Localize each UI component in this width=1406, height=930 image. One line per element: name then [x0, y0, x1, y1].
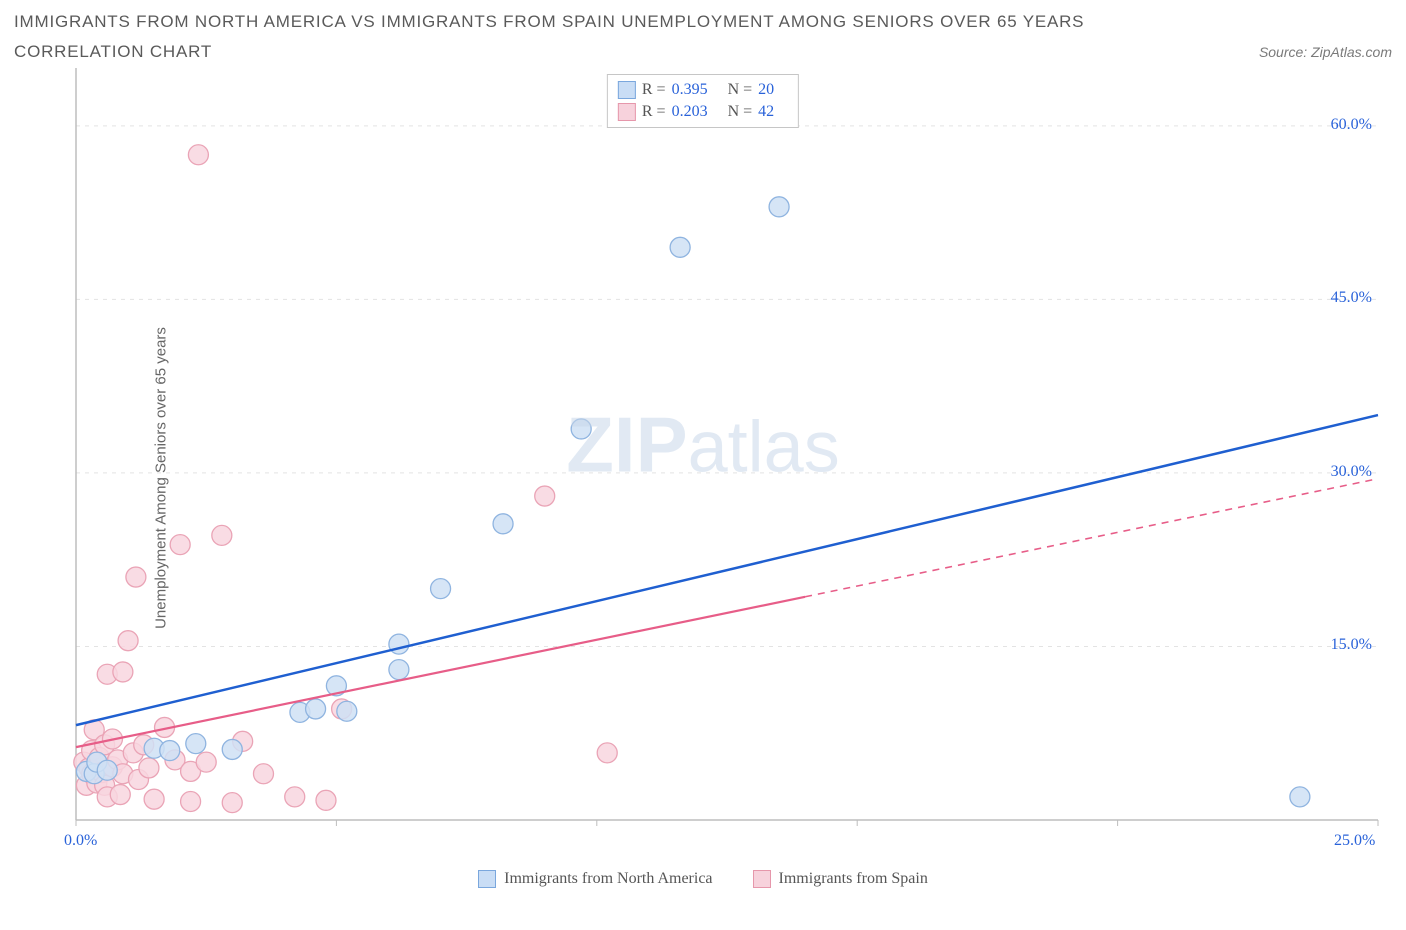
legend-swatch-spain: [753, 870, 771, 888]
chart-subtitle: CORRELATION CHART: [14, 42, 212, 62]
y-tick-label: 45.0%: [1318, 289, 1372, 307]
stat-r-label: R =: [642, 101, 666, 123]
y-tick-label: 15.0%: [1318, 636, 1372, 654]
y-axis-title: Unemployment Among Seniors over 65 years: [152, 327, 169, 629]
x-tick-label: 25.0%: [1334, 832, 1375, 850]
legend-stats-row-1: R = 0.395 N = 20: [618, 79, 788, 101]
chart-container: Unemployment Among Seniors over 65 years…: [14, 68, 1392, 888]
legend-bottom: Immigrants from North America Immigrants…: [14, 870, 1392, 888]
legend-swatch-na: [478, 870, 496, 888]
x-tick-label: 0.0%: [64, 832, 97, 850]
legend-stats-box: R = 0.395 N = 20 R = 0.203 N = 42: [607, 74, 799, 128]
series-swatch-spain: [618, 103, 636, 121]
y-tick-label: 30.0%: [1318, 463, 1372, 481]
legend-label-spain: Immigrants from Spain: [779, 870, 928, 888]
chart-title: IMMIGRANTS FROM NORTH AMERICA VS IMMIGRA…: [14, 12, 1392, 32]
title-block: IMMIGRANTS FROM NORTH AMERICA VS IMMIGRA…: [14, 12, 1392, 62]
scatter-chart: [14, 68, 1392, 858]
stat-n-value-2: 42: [758, 101, 774, 123]
legend-label-na: Immigrants from North America: [504, 870, 712, 888]
series-swatch-na: [618, 81, 636, 99]
legend-stats-row-2: R = 0.203 N = 42: [618, 101, 788, 123]
stat-r-value-1: 0.395: [672, 79, 708, 101]
stat-n-label: N =: [728, 79, 753, 101]
source-label: Source: ZipAtlas.com: [1259, 44, 1392, 60]
stat-r-label: R =: [642, 79, 666, 101]
legend-item-na: Immigrants from North America: [478, 870, 712, 888]
legend-item-spain: Immigrants from Spain: [753, 870, 928, 888]
y-tick-label: 60.0%: [1318, 116, 1372, 134]
stat-n-value-1: 20: [758, 79, 774, 101]
stat-n-label: N =: [728, 101, 753, 123]
stat-r-value-2: 0.203: [672, 101, 708, 123]
